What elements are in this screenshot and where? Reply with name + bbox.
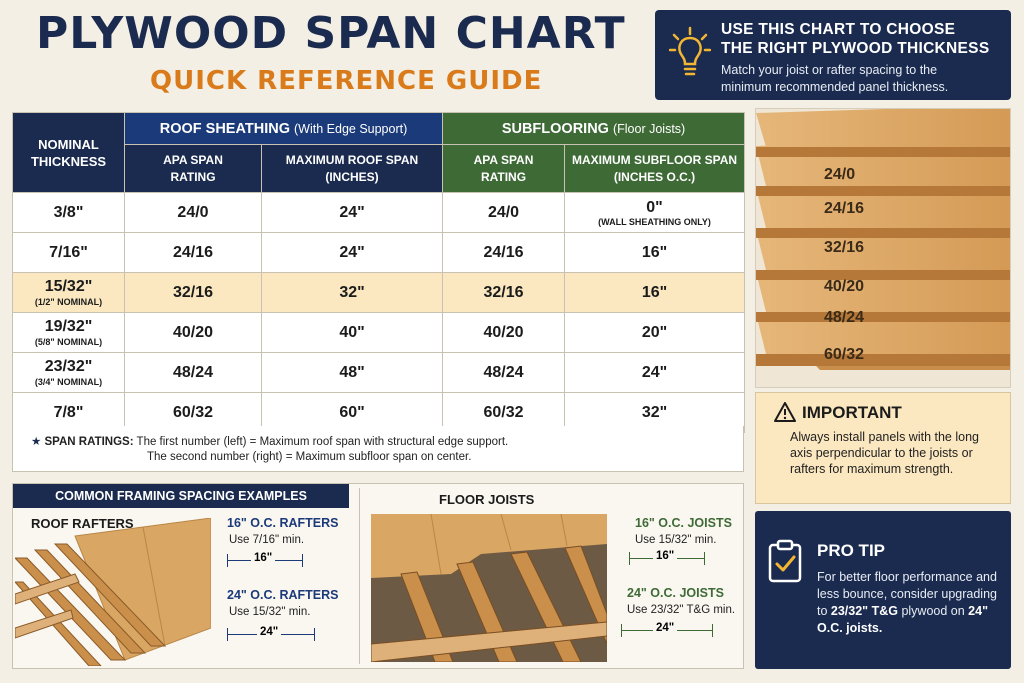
- floor-max-span-header: MAXIMUM SUBFLOOR SPAN (INCHES O.C.): [564, 144, 746, 193]
- roof-span-cell: 24": [260, 192, 444, 233]
- page-subtitle: QUICK REFERENCE GUIDE: [150, 66, 543, 96]
- warning-icon: [774, 402, 796, 422]
- floor-spacing-title: 16" O.C. JOISTS: [635, 516, 732, 530]
- floor-joists-label: FLOOR JOISTS: [439, 492, 535, 507]
- roof-spacing-title: 24" O.C. RAFTERS: [227, 588, 339, 602]
- panel-label: 24/0: [824, 166, 855, 183]
- clipboard-check-icon: [768, 539, 802, 583]
- roof-rating-cell: 48/24: [124, 352, 262, 393]
- roof-apa-rating-header: APA SPAN RATING: [124, 144, 262, 193]
- nominal-note: (3/4" NOMINAL): [34, 377, 103, 387]
- floor-rating-cell: 24/16: [442, 232, 566, 273]
- intro-heading: USE THIS CHART TO CHOOSE THE RIGHT PLYWO…: [721, 21, 990, 57]
- floor-span-cell: 16": [564, 232, 746, 273]
- table-row: 3/8" 24/0 24" 24/0 0" (WALL SHEATHING ONL…: [12, 192, 746, 233]
- table-row-highlighted: 15/32" (1/2" NOMINAL) 32/16 32" 32/16 16": [12, 272, 746, 313]
- floor-apa-rating-header: APA SPAN RATING: [442, 144, 566, 193]
- table-row: 23/32" (3/4" NOMINAL) 48/24 48" 48/24 24": [12, 352, 746, 393]
- framing-heading: COMMON FRAMING SPACING EXAMPLES: [13, 484, 349, 508]
- thickness-cell: 3/8": [12, 192, 125, 233]
- floor-span-cell: 16": [564, 272, 746, 313]
- lightbulb-icon: [669, 26, 711, 76]
- floor-span-cell: 0" (WALL SHEATHING ONLY): [564, 192, 746, 233]
- nominal-thickness-header: NOMINAL THICKNESS: [12, 112, 125, 193]
- dimension-label: 24": [653, 622, 678, 634]
- roof-span-cell: 24": [260, 232, 444, 273]
- dimension-label: 24": [257, 626, 282, 638]
- dimension-label: 16": [653, 550, 678, 562]
- panel-label: 24/16: [824, 200, 864, 217]
- nominal-note: (1/2" NOMINAL): [34, 297, 103, 307]
- important-heading: IMPORTANT: [802, 403, 902, 422]
- roof-rating-cell: 40/20: [124, 312, 262, 353]
- roof-rating-cell: 32/16: [124, 272, 262, 313]
- panel-label: 60/32: [824, 346, 864, 363]
- floor-spacing-title: 24" O.C. JOISTS: [627, 586, 724, 600]
- pro-tip-heading: PRO TIP: [817, 541, 886, 560]
- floor-joists-illustration: [371, 514, 607, 662]
- subflooring-header: SUBFLOORING (Floor Joists): [442, 112, 746, 145]
- roof-rafters-illustration: [15, 518, 211, 666]
- roof-rating-cell: 24/16: [124, 232, 262, 273]
- table-row: 7/16" 24/16 24" 24/16 16": [12, 232, 746, 273]
- roof-rating-cell: 24/0: [124, 192, 262, 233]
- panel-label: 32/16: [824, 239, 864, 256]
- roof-max-span-header: MAXIMUM ROOF SPAN (INCHES): [260, 144, 444, 193]
- floor-spacing-min: Use 23/32" T&G min.: [627, 604, 736, 616]
- nominal-note: (5/8" NOMINAL): [34, 337, 103, 347]
- span-table: NOMINAL THICKNESS ROOF SHEATHING (With E…: [12, 112, 746, 433]
- floor-span-cell: 20": [564, 312, 746, 353]
- important-body: Always install panels with the long axis…: [790, 430, 979, 476]
- roof-rafters-label: ROOF RAFTERS: [31, 516, 134, 531]
- important-box: IMPORTANT Always install panels with the…: [755, 392, 1011, 504]
- floor-rating-cell: 48/24: [442, 352, 566, 393]
- roof-span-cell: 40": [260, 312, 444, 353]
- thickness-cell: 7/16": [12, 232, 125, 273]
- floor-span-note: (WALL SHEATHING ONLY): [598, 216, 711, 227]
- panel-label: 48/24: [824, 309, 864, 326]
- roof-spacing-min: Use 15/32" min.: [229, 606, 311, 618]
- floor-rating-cell: 32/16: [442, 272, 566, 313]
- dimension-label: 16": [251, 552, 276, 564]
- table-row: 19/32" (5/8" NOMINAL) 40/20 40" 40/20 20": [12, 312, 746, 353]
- plywood-stack-image: 24/0 24/16 32/16 40/20 48/24 60/32: [755, 108, 1011, 388]
- page-title: PLYWOOD SPAN CHART: [36, 8, 626, 59]
- floor-rating-cell: 24/0: [442, 192, 566, 233]
- thickness-cell: 23/32" (3/4" NOMINAL): [12, 352, 125, 393]
- star-icon: ★: [31, 436, 42, 448]
- roof-spacing-title: 16" O.C. RAFTERS: [227, 516, 339, 530]
- floor-span-cell: 24": [564, 352, 746, 393]
- pro-tip-box: PRO TIP For better floor performance and…: [755, 511, 1011, 669]
- pro-tip-body: For better floor performance and less bo…: [817, 570, 997, 635]
- roof-span-cell: 48": [260, 352, 444, 393]
- intro-body: Match your joist or rafter spacing to th…: [721, 63, 949, 94]
- roof-sheathing-header: ROOF SHEATHING (With Edge Support): [123, 112, 444, 145]
- span-ratings-footnote: ★ SPAN RATINGS: The first number (left) …: [12, 426, 744, 472]
- roof-span-cell: 32": [260, 272, 444, 313]
- panel-label: 40/20: [824, 278, 864, 295]
- framing-examples-panel: COMMON FRAMING SPACING EXAMPLES ROOF RAF…: [12, 483, 744, 669]
- floor-rating-cell: 40/20: [442, 312, 566, 353]
- floor-spacing-min: Use 15/32" min.: [635, 534, 717, 546]
- thickness-cell: 15/32" (1/2" NOMINAL): [12, 272, 125, 313]
- thickness-cell: 19/32" (5/8" NOMINAL): [12, 312, 125, 353]
- roof-spacing-min: Use 7/16" min.: [229, 534, 305, 546]
- intro-box: USE THIS CHART TO CHOOSE THE RIGHT PLYWO…: [655, 10, 1011, 100]
